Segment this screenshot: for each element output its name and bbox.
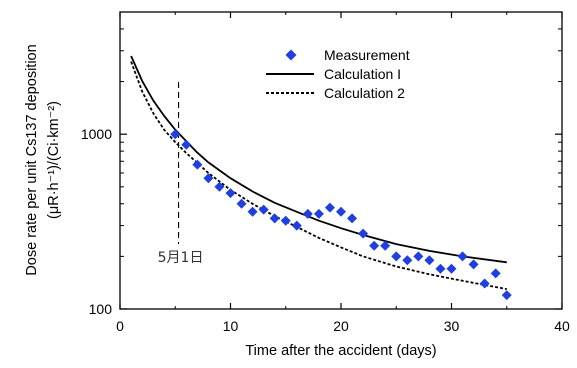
measurement-point [291, 220, 302, 231]
x-tick-label: 20 [333, 318, 349, 334]
y-axis-label-line2: (μR·h⁻¹)/(Ci·km⁻²) [46, 101, 62, 219]
measurement-point [258, 204, 269, 215]
x-tick-label: 10 [223, 318, 239, 334]
y-tick-label: 1000 [81, 126, 112, 142]
measurement-point [391, 251, 402, 262]
date-annotation: 5月1日 [158, 82, 204, 266]
legend-measurement-marker [285, 49, 297, 61]
legend-item-measurement: Measurement [285, 47, 410, 63]
series-layer [130, 55, 512, 301]
measurement-point [247, 206, 258, 217]
measurement-point [225, 188, 236, 199]
measurement-point [336, 206, 346, 217]
measurement-point [302, 208, 313, 219]
measurement-point [203, 173, 214, 184]
measurement-point [324, 202, 335, 213]
x-axis-label: Time after the accident (days) [245, 343, 436, 359]
measurement-point [479, 278, 490, 289]
measurement-point [369, 240, 380, 251]
measurement-point [446, 263, 457, 274]
measurement-point [313, 208, 324, 219]
measurement-point [457, 251, 468, 262]
measurement-point [347, 213, 358, 224]
series-line-1 [130, 55, 507, 264]
x-tick-label: 40 [554, 318, 570, 334]
legend-calculation-1-label: Calculation I [324, 66, 401, 82]
legend-calculation-2-label: Calculation 2 [324, 85, 405, 101]
measurement-point [170, 129, 181, 140]
date-marker-label: 5月1日 [158, 250, 204, 266]
y-tick-label: 100 [89, 301, 113, 317]
axis-tick-labels: 0 10 20 30 40 100 1000 [81, 126, 570, 334]
measurement-point [501, 290, 512, 301]
measurement-point [269, 213, 280, 224]
legend-item-calculation-2: Calculation 2 [266, 85, 405, 101]
measurement-point [236, 198, 247, 209]
legend: Measurement Calculation I Calculation 2 [266, 47, 410, 101]
axis-ticks [119, 12, 563, 310]
measurement-point [358, 228, 369, 239]
legend-measurement-label: Measurement [324, 47, 410, 63]
measurement-point [181, 139, 192, 150]
series-line-2 [130, 61, 507, 290]
y-axis-label-line1: Dose rate per unit Cs137 deposition [24, 44, 40, 275]
measurement-point [435, 263, 446, 274]
x-tick-label: 30 [444, 318, 460, 334]
measurement-point [380, 240, 391, 251]
measurement-point [280, 215, 291, 226]
measurement-point [214, 181, 225, 192]
legend-item-calculation-1: Calculation I [266, 66, 401, 82]
x-tick-label: 0 [116, 318, 124, 334]
measurement-point [490, 268, 501, 279]
measurement-point [413, 251, 424, 262]
measurement-point [192, 159, 203, 170]
measurement-point [468, 259, 479, 270]
measurement-point [424, 255, 435, 266]
measurement-point [402, 255, 413, 266]
